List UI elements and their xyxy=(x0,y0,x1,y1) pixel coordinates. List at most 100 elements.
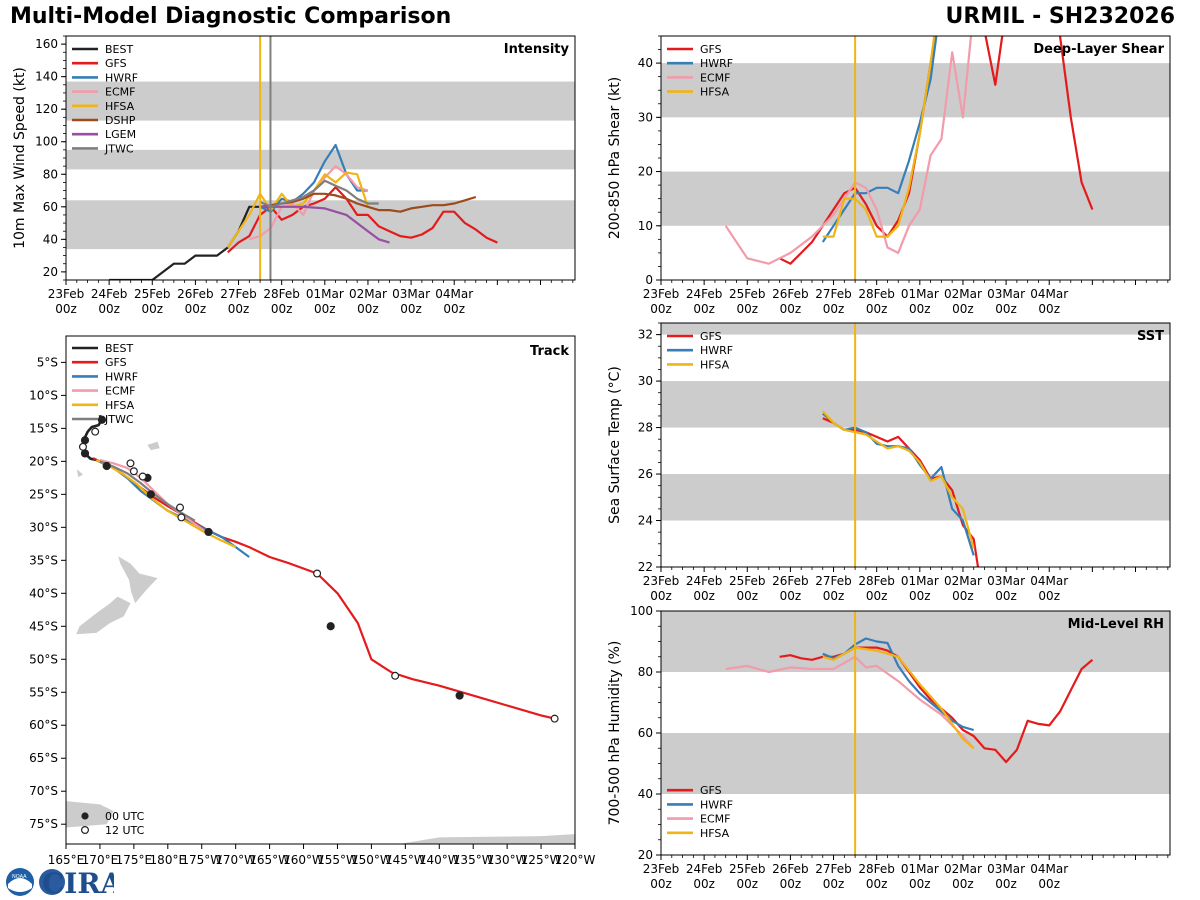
track-legend-label-hwrf: HWRF xyxy=(105,370,138,383)
rh-ytick-label: 40 xyxy=(638,787,653,801)
rh-xtick-label: 27Feb xyxy=(815,862,852,876)
track-legend-label-best: BEST xyxy=(105,342,133,355)
shear-xtick-sublabel: 00z xyxy=(909,302,931,316)
map-new-caledonia xyxy=(76,469,83,478)
shear-ytick-label: 20 xyxy=(638,165,653,179)
rh-xtick-label: 23Feb xyxy=(643,862,680,876)
sst-ytick-label: 28 xyxy=(638,421,653,435)
sst-xtick-label: 27Feb xyxy=(815,574,852,588)
intensity-title: Intensity xyxy=(504,42,570,57)
intensity-legend-label-jtwc: JTWC xyxy=(104,142,134,155)
shear-legend-label-hwrf: HWRF xyxy=(700,57,733,70)
sst-xtick-label: 03Mar xyxy=(987,574,1025,588)
intensity-ytick-label: 60 xyxy=(43,200,58,214)
intensity-xtick-sublabel: 00z xyxy=(400,302,422,316)
shear-xtick-sublabel: 00z xyxy=(736,302,758,316)
intensity-xtick-label: 24Feb xyxy=(91,287,128,301)
rh-xtick-sublabel: 00z xyxy=(823,877,845,891)
track-ytick-label: 50°S xyxy=(29,652,58,666)
track-frame xyxy=(65,335,576,845)
sst-band-0 xyxy=(661,474,1170,521)
rh-series-ecmf xyxy=(725,655,975,750)
intensity-legend-label-lgem: LGEM xyxy=(105,128,136,141)
rh-xtick-sublabel: 00z xyxy=(1038,877,1060,891)
track-xtick-label: 160°W xyxy=(283,853,324,867)
track-series-ecmf xyxy=(99,458,210,535)
rh-xtick-sublabel: 00z xyxy=(780,877,802,891)
noaa-logo-wave-icon xyxy=(8,878,32,892)
shear-series-gfs xyxy=(779,36,1094,265)
sst-ytick-label: 24 xyxy=(638,514,653,528)
rh-xtick-label: 04Mar xyxy=(1030,862,1068,876)
sst-xtick-label: 02Mar xyxy=(944,574,982,588)
rh-xtick-label: 02Mar xyxy=(944,862,982,876)
intensity-series-dshp xyxy=(259,192,477,213)
sst-xtick-sublabel: 00z xyxy=(780,589,802,603)
track-xtick-label: 150°W xyxy=(351,853,392,867)
sst-legend-label-hwrf: HWRF xyxy=(700,344,733,357)
track-ytick-label: 25°S xyxy=(29,487,58,501)
track-ytick-label: 20°S xyxy=(29,454,58,468)
track-marker-00utc xyxy=(326,622,335,631)
track-xtick-label: 175°W xyxy=(181,853,222,867)
shear-ytick-label: 0 xyxy=(645,273,653,287)
sst-legend-label-gfs: GFS xyxy=(700,330,722,343)
track-legend-label-hfsa: HFSA xyxy=(105,399,135,412)
shear-xtick-label: 02Mar xyxy=(944,287,982,301)
rh-panel: 2040608010023Feb00z24Feb00z25Feb00z26Feb… xyxy=(607,604,1171,891)
track-legend-label-gfs: GFS xyxy=(105,356,127,369)
shear-legend-label-ecmf: ECMF xyxy=(700,71,730,84)
track-xtick-label: 170°W xyxy=(215,853,256,867)
shear-xtick-sublabel: 00z xyxy=(823,302,845,316)
map-north-island xyxy=(118,556,158,604)
map-antarctica-west xyxy=(66,801,114,828)
shear-xtick-sublabel: 00z xyxy=(693,302,715,316)
intensity-ytick-label: 120 xyxy=(35,102,58,116)
sst-series-gfs xyxy=(822,417,980,567)
shear-xtick-label: 03Mar xyxy=(987,287,1025,301)
rh-xtick-label: 28Feb xyxy=(858,862,895,876)
intensity-xtick-label: 04Mar xyxy=(435,287,473,301)
sst-series-hfsa xyxy=(821,410,975,549)
intensity-legend-label-gfs: GFS xyxy=(105,57,127,70)
intensity-series-ecmf xyxy=(248,165,369,241)
track-marker-12utc xyxy=(138,472,147,481)
sst-xtick-sublabel: 00z xyxy=(693,589,715,603)
track-legend-label-00utc: 00 UTC xyxy=(105,810,145,823)
track-marker-00utc xyxy=(80,436,90,445)
intensity-xtick-sublabel: 00z xyxy=(271,302,293,316)
rh-xtick-sublabel: 00z xyxy=(995,877,1017,891)
track-legend-label-ecmf: ECMF xyxy=(105,385,135,398)
track-ytick-label: 15°S xyxy=(29,421,58,435)
track-panel: 165°E170°E175°E180°E175°W170°W165°W160°W… xyxy=(29,335,596,867)
intensity-band-2 xyxy=(66,81,575,121)
intensity-ytick-label: 100 xyxy=(35,135,58,149)
shear-xtick-label: 26Feb xyxy=(772,287,809,301)
track-ytick-label: 35°S xyxy=(29,553,58,567)
shear-xtick-sublabel: 00z xyxy=(995,302,1017,316)
rh-ylabel: 700-500 hPa Humidity (%) xyxy=(607,641,623,826)
sst-ytick-label: 26 xyxy=(638,467,653,481)
intensity-xtick-sublabel: 00z xyxy=(228,302,250,316)
sst-xtick-sublabel: 00z xyxy=(909,589,931,603)
rh-legend-label-ecmf: ECMF xyxy=(700,813,730,826)
intensity-xtick-label: 28Feb xyxy=(263,287,300,301)
track-ytick-label: 10°S xyxy=(29,388,58,402)
sst-xtick-label: 25Feb xyxy=(729,574,766,588)
track-legend-marker-12utc xyxy=(80,825,89,834)
track-marker-12utc xyxy=(550,714,559,723)
sst-xtick-sublabel: 00z xyxy=(736,589,758,603)
rh-xtick-sublabel: 00z xyxy=(693,877,715,891)
shear-band-1 xyxy=(661,63,1170,118)
track-marker-00utc xyxy=(80,449,90,458)
map-antarctica-east xyxy=(398,834,575,844)
intensity-legend-label-dshp: DSHP xyxy=(105,114,136,127)
sst-ylabel: Sea Surface Temp (°C) xyxy=(607,366,623,524)
rh-xtick-sublabel: 00z xyxy=(736,877,758,891)
storm-id: URMIL - SH232026 xyxy=(945,4,1175,29)
intensity-legend-label-hwrf: HWRF xyxy=(105,71,138,84)
shear-xtick-label: 04Mar xyxy=(1030,287,1068,301)
track-xtick-label: 120°W xyxy=(555,853,596,867)
intensity-xtick-label: 23Feb xyxy=(48,287,85,301)
